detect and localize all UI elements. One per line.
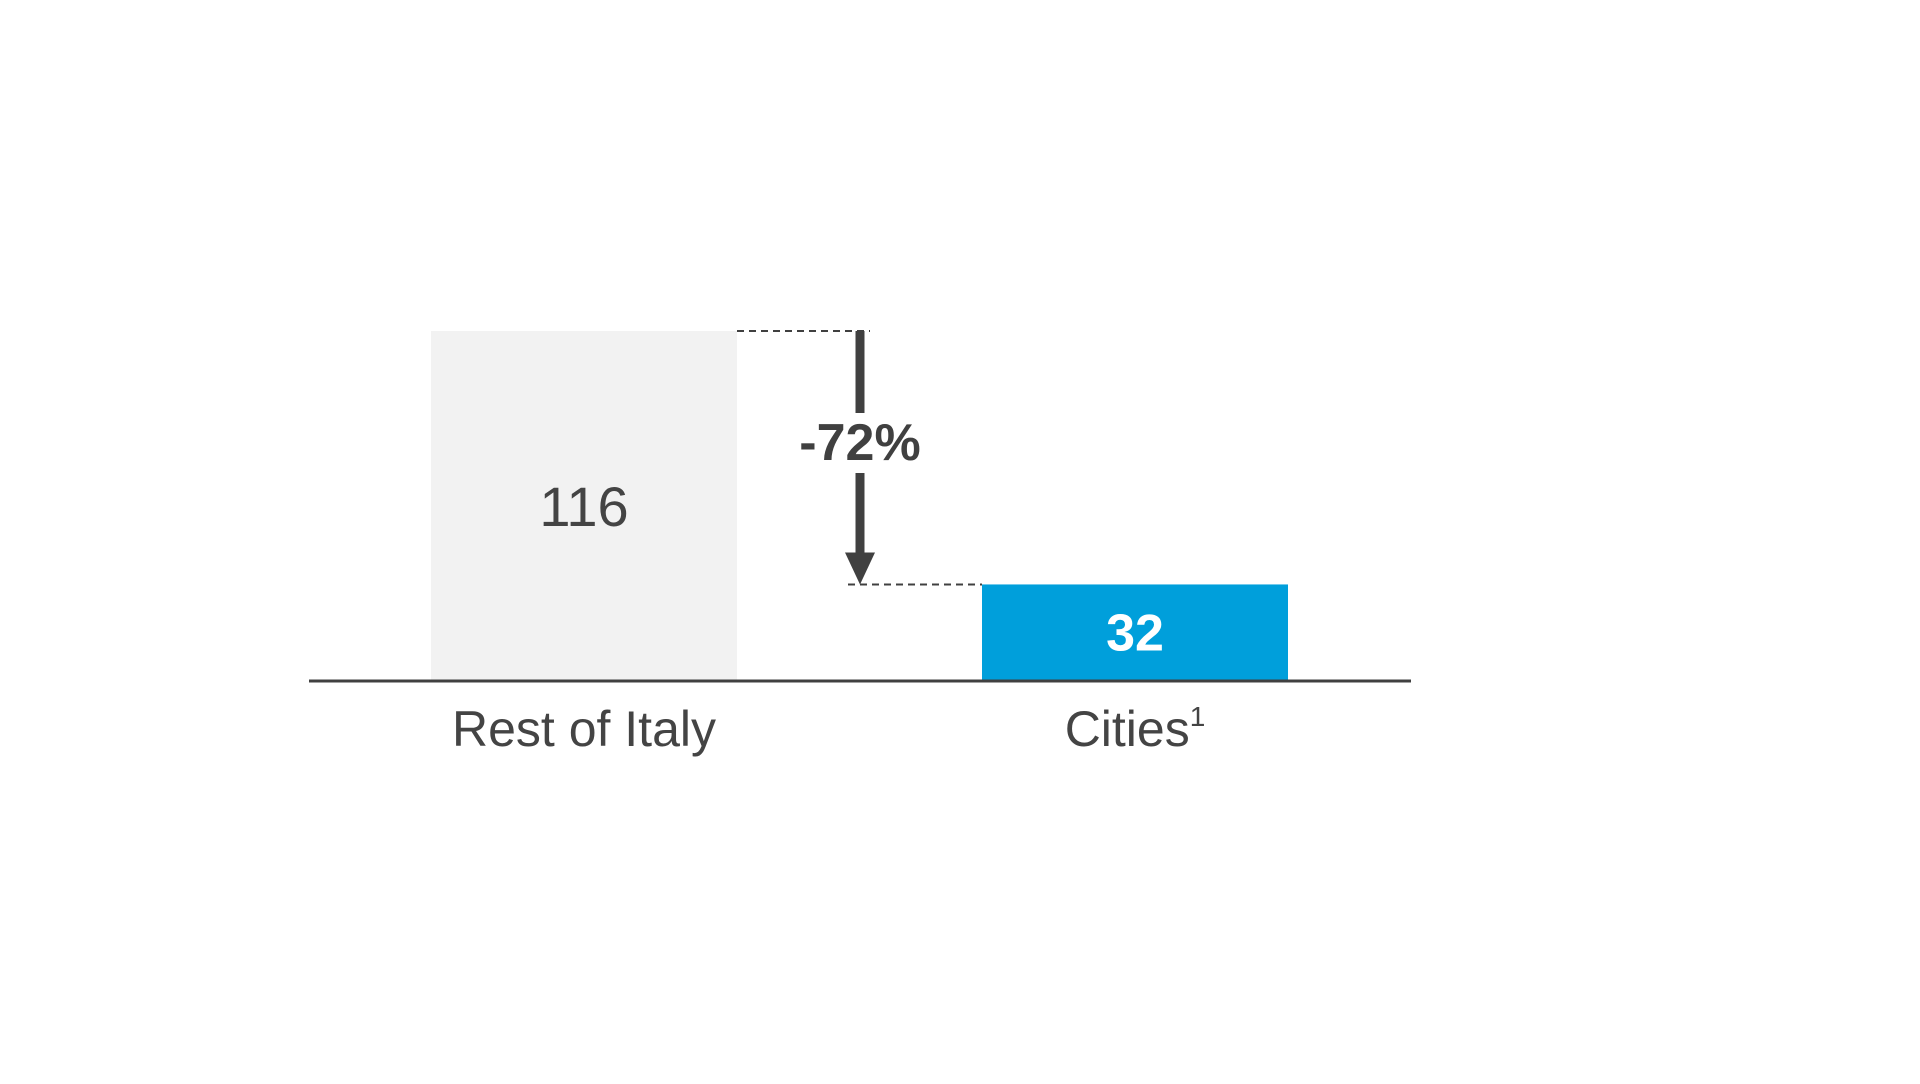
category-label: Rest of Italy xyxy=(452,701,716,757)
change-annotation: -72% xyxy=(799,414,920,472)
footnote-marker: 1 xyxy=(1190,701,1206,732)
arrow-down-icon xyxy=(845,552,875,585)
bar-cities xyxy=(982,584,1288,681)
bar-rest-of-italy xyxy=(431,331,737,681)
data-label: 32 xyxy=(1106,605,1164,663)
data-label: 116 xyxy=(539,475,628,538)
category-label: Cities1 xyxy=(1065,701,1206,757)
